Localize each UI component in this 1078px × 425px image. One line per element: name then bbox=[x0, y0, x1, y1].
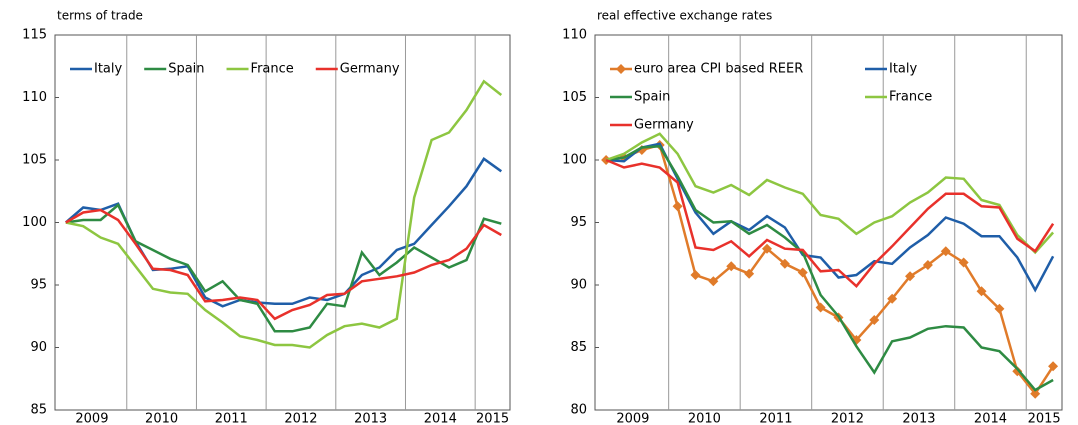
x-tick-label: 2011 bbox=[759, 412, 792, 425]
point bbox=[815, 302, 826, 313]
x-tick-label: 2011 bbox=[215, 412, 248, 425]
legend-marker bbox=[616, 64, 626, 74]
point bbox=[797, 267, 808, 278]
x-tick-label: 2012 bbox=[831, 412, 864, 425]
y-tick-label: 95 bbox=[30, 278, 47, 293]
y-tick-label: 115 bbox=[22, 28, 47, 43]
line bbox=[605, 143, 1055, 396]
line bbox=[605, 145, 1054, 392]
y-tick-label: 100 bbox=[22, 215, 47, 230]
point bbox=[869, 315, 880, 325]
y-tick-label: 85 bbox=[570, 340, 587, 355]
line bbox=[605, 132, 1055, 255]
x-tick-label: 2013 bbox=[354, 412, 387, 425]
legend-label: Spain bbox=[168, 62, 204, 77]
x-tick-label: 2015 bbox=[1028, 412, 1061, 425]
point bbox=[672, 201, 683, 212]
x-tick-label: 2010 bbox=[688, 412, 721, 425]
legend-label: euro area CPI based REER bbox=[634, 62, 803, 77]
plot-frame bbox=[54, 34, 511, 411]
y-tick-label: 95 bbox=[570, 215, 587, 230]
point bbox=[1048, 361, 1059, 372]
point bbox=[761, 243, 772, 254]
point bbox=[708, 276, 719, 287]
point bbox=[744, 268, 755, 279]
point bbox=[922, 260, 933, 270]
x-tick-label: 2014 bbox=[424, 412, 457, 425]
x-tick-label: 2014 bbox=[974, 412, 1007, 425]
chart-title: terms of trade bbox=[57, 9, 143, 23]
point bbox=[690, 270, 701, 280]
point bbox=[940, 246, 951, 257]
y-tick-label: 90 bbox=[570, 278, 587, 293]
chart-title: real effective exchange rates bbox=[597, 9, 772, 23]
point bbox=[976, 286, 987, 297]
point bbox=[958, 257, 969, 268]
x-tick-label: 2015 bbox=[476, 412, 509, 425]
legend-label: France bbox=[251, 62, 294, 77]
point bbox=[1012, 366, 1023, 377]
y-tick-label: 110 bbox=[22, 90, 47, 105]
point bbox=[779, 258, 790, 269]
point bbox=[601, 155, 612, 165]
y-tick-label: 105 bbox=[562, 90, 587, 105]
line bbox=[65, 79, 503, 349]
x-tick-label: 2012 bbox=[284, 412, 317, 425]
legend-label: France bbox=[889, 90, 932, 105]
point bbox=[1030, 388, 1041, 399]
legend-label: Germany bbox=[634, 118, 694, 133]
x-tick-label: 2009 bbox=[616, 412, 649, 425]
x-tick-label: 2010 bbox=[145, 412, 178, 425]
y-tick-label: 80 bbox=[570, 403, 587, 418]
point bbox=[726, 261, 737, 272]
y-tick-label: 105 bbox=[22, 153, 47, 168]
line bbox=[605, 158, 1055, 289]
y-tick-label: 110 bbox=[562, 28, 587, 43]
legend-label: Germany bbox=[340, 62, 400, 77]
x-tick-label: 2013 bbox=[902, 412, 935, 425]
y-tick-label: 90 bbox=[30, 340, 47, 355]
y-tick-label: 85 bbox=[30, 403, 47, 418]
legend-label: Italy bbox=[889, 62, 918, 77]
point bbox=[905, 271, 916, 282]
point bbox=[994, 303, 1005, 314]
legend-label: Spain bbox=[634, 90, 670, 105]
point bbox=[887, 293, 898, 304]
line bbox=[65, 208, 502, 321]
line bbox=[65, 202, 502, 333]
x-tick-label: 2009 bbox=[75, 412, 108, 425]
legend-label: Italy bbox=[94, 62, 123, 77]
y-tick-label: 100 bbox=[562, 153, 587, 168]
